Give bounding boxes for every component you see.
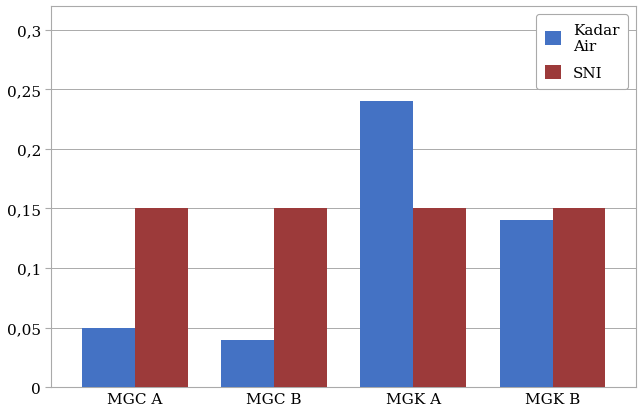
Bar [500,221,552,387]
Legend: Kadar
Air, SNI: Kadar Air, SNI [536,14,628,90]
Bar [552,209,606,387]
Bar [361,102,413,387]
Bar [135,209,188,387]
Bar [221,340,274,387]
Bar [274,209,327,387]
Bar [82,328,135,387]
Bar [413,209,466,387]
